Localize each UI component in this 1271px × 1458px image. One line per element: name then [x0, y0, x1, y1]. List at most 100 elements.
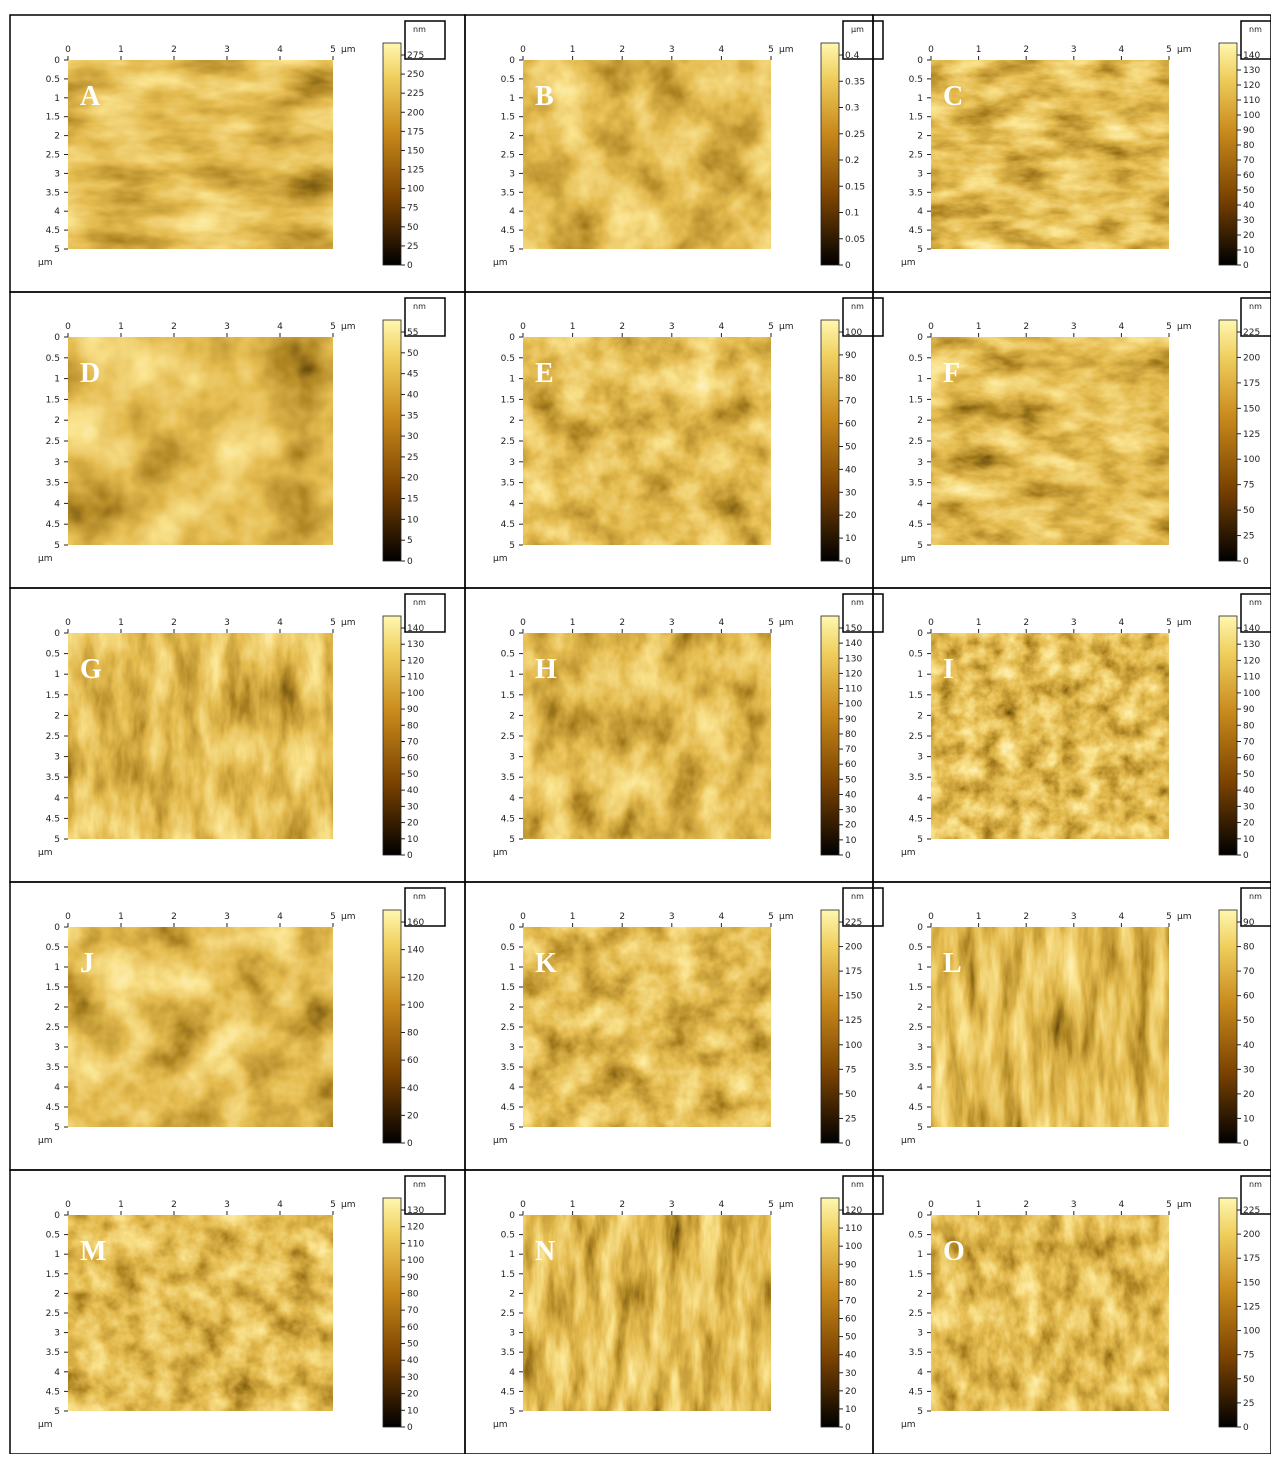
- scale-tick-label: 0: [845, 1423, 851, 1433]
- x-unit: µm: [1177, 912, 1192, 922]
- x-tick-label: 2: [171, 322, 177, 332]
- scale-unit-box: [842, 887, 884, 927]
- y-tick-label: 3.5: [46, 1063, 60, 1073]
- scale-tick-label: 40: [845, 1351, 857, 1361]
- scale-tick-label: 10: [845, 534, 857, 544]
- y-tick-label: 1: [509, 670, 515, 680]
- x-tick-label: 4: [719, 45, 725, 55]
- afm-image: [930, 926, 1170, 1128]
- panel-label: E: [535, 358, 554, 389]
- x-tick-label: 1: [570, 1200, 576, 1210]
- scale-tick-label: 50: [407, 770, 419, 780]
- y-tick-label: 4: [509, 499, 515, 509]
- scale-tick-label: 40: [845, 790, 857, 800]
- y-tick-label: 2.5: [909, 732, 923, 742]
- y-unit: µm: [38, 258, 53, 268]
- x-tick-label: 1: [976, 912, 982, 922]
- x-unit: µm: [1177, 618, 1192, 628]
- x-tick-label: 5: [768, 1200, 774, 1210]
- scale-tick-label: 10: [845, 1405, 857, 1415]
- scale-unit-box: [842, 20, 884, 60]
- scale-tick-label: 35: [407, 411, 418, 421]
- y-tick-label: 3.5: [501, 1063, 515, 1073]
- y-tick-label: 3.5: [46, 773, 60, 783]
- scale-tick-label: 175: [1243, 379, 1260, 389]
- scale-tick-label: 100: [845, 1242, 862, 1252]
- scale-tick-label: 80: [407, 721, 419, 731]
- afm-image: [67, 1214, 334, 1412]
- scale-unit: nm: [851, 302, 864, 311]
- scale-tick-label: 250: [407, 70, 424, 80]
- x-tick-label: 2: [1023, 1200, 1029, 1210]
- x-tick-label: 5: [768, 45, 774, 55]
- y-tick-label: 3: [509, 1043, 515, 1053]
- x-tick-label: 4: [277, 912, 283, 922]
- scale-tick-label: 40: [407, 1356, 419, 1366]
- x-tick-label: 0: [65, 322, 71, 332]
- x-tick-label: 1: [976, 322, 982, 332]
- x-unit: µm: [779, 45, 794, 55]
- scale-unit: nm: [1249, 892, 1262, 901]
- scale-tick-label: 20: [407, 819, 419, 829]
- x-tick-label: 4: [1119, 1200, 1125, 1210]
- y-tick-label: 2: [509, 1289, 515, 1299]
- afm-image: [67, 926, 334, 1128]
- scale-tick-label: 10: [1243, 835, 1255, 845]
- y-tick-label: 1.5: [46, 691, 60, 701]
- scale-tick-label: 0: [845, 851, 851, 861]
- afm-image: [522, 336, 772, 546]
- y-tick-label: 0.5: [501, 650, 515, 660]
- scale-unit-box: [1240, 20, 1271, 60]
- scale-tick-label: 60: [1243, 171, 1255, 181]
- scale-unit: nm: [851, 892, 864, 901]
- y-tick-label: 3.5: [46, 479, 60, 489]
- panel-label: M: [80, 1236, 106, 1267]
- x-unit: µm: [1177, 1200, 1192, 1210]
- y-tick-label: 0.5: [501, 943, 515, 953]
- y-unit: µm: [38, 554, 53, 564]
- x-unit: µm: [1177, 322, 1192, 332]
- x-tick-label: 0: [520, 45, 526, 55]
- afm-image: [522, 1214, 772, 1412]
- y-tick-label: 0: [917, 56, 923, 66]
- x-tick-label: 5: [330, 618, 336, 628]
- y-tick-label: 3: [917, 1043, 923, 1053]
- x-tick-label: 4: [719, 322, 725, 332]
- scale-tick-label: 130: [407, 1206, 424, 1216]
- scale-tick-label: 20: [845, 821, 857, 831]
- scale-tick-label: 50: [845, 443, 857, 453]
- scale-tick-label: 10: [407, 835, 419, 845]
- scale-tick-label: 110: [407, 1239, 424, 1249]
- x-tick-label: 3: [224, 618, 230, 628]
- y-tick-label: 0.5: [909, 1231, 923, 1241]
- scale-tick-label: 120: [1243, 81, 1260, 91]
- y-tick-label: 4: [509, 207, 515, 217]
- y-tick-label: 1: [54, 670, 60, 680]
- y-tick-label: 0: [509, 923, 515, 933]
- x-tick-label: 3: [669, 618, 675, 628]
- y-tick-label: 5: [917, 835, 923, 845]
- scale-tick-label: 120: [407, 656, 424, 666]
- y-tick-label: 1.5: [501, 395, 515, 405]
- scale-tick-label: 0: [1243, 557, 1249, 567]
- scale-tick-label: 90: [845, 715, 857, 725]
- y-tick-label: 2: [509, 1003, 515, 1013]
- scale-tick-label: 50: [407, 1340, 419, 1350]
- scale-tick-label: 0: [407, 261, 413, 271]
- y-tick-label: 2: [54, 132, 60, 142]
- scale-tick-label: 75: [1243, 1351, 1254, 1361]
- y-tick-label: 4.5: [46, 1387, 60, 1397]
- y-tick-label: 5: [54, 1407, 60, 1417]
- color-scale: [1218, 615, 1238, 856]
- y-tick-label: 3: [509, 458, 515, 468]
- scale-tick-label: 0: [407, 851, 413, 861]
- x-tick-label: 1: [976, 1200, 982, 1210]
- y-tick-label: 4.5: [46, 520, 60, 530]
- x-tick-label: 2: [619, 322, 625, 332]
- scale-tick-label: 40: [407, 390, 419, 400]
- color-scale: [382, 1197, 402, 1428]
- scale-tick-label: 110: [845, 1224, 862, 1234]
- scale-tick-label: 225: [407, 89, 424, 99]
- y-tick-label: 2: [54, 416, 60, 426]
- x-tick-label: 0: [65, 1200, 71, 1210]
